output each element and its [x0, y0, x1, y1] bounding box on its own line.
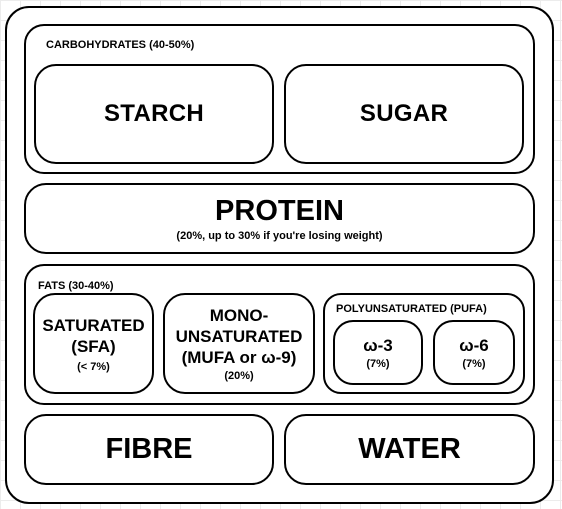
saturated-label-line1: SATURATED [42, 315, 145, 335]
polyunsaturated-title: POLYUNSATURATED (PUFA) [336, 303, 487, 315]
protein-box: PROTEIN (20%, up to 30% if you're losing… [24, 183, 535, 254]
mono-label-line1: MONO- [209, 306, 269, 325]
omega-3-label: ω-3 [363, 336, 393, 355]
sugar-label: SUGAR [359, 100, 449, 127]
sugar-box: SUGAR [284, 64, 524, 164]
omega-3-note: (7%) [366, 358, 390, 370]
starch-label: STARCH [103, 100, 204, 127]
saturated-box: SATURATED (SFA) (< 7%) [33, 293, 154, 394]
omega-3-box: ω-3 (7%) [333, 320, 423, 385]
water-box: WATER [284, 414, 535, 485]
carbohydrates-title: CARBOHYDRATES (40-50%) [46, 39, 195, 51]
monounsaturated-box: MONO- UNSATURATED (MUFA or ω-9) (20%) [163, 293, 315, 394]
protein-label: PROTEIN [215, 195, 344, 227]
fibre-box: FIBRE [24, 414, 274, 485]
water-label: WATER [358, 433, 461, 465]
starch-box: STARCH [34, 64, 274, 164]
mono-label-line3: (MUFA or ω-9) [181, 348, 297, 367]
fibre-label: FIBRE [105, 433, 193, 465]
mono-note: (20%) [224, 370, 254, 382]
saturated-note: (< 7%) [77, 360, 110, 373]
omega-6-note: (7%) [462, 358, 486, 370]
omega-6-label: ω-6 [459, 336, 489, 355]
mono-label-line2: UNSATURATED [175, 327, 303, 346]
protein-note: (20%, up to 30% if you're losing weight) [176, 230, 383, 242]
saturated-label-line2: (SFA) [71, 336, 116, 356]
omega-6-box: ω-6 (7%) [433, 320, 515, 385]
fats-title: FATS (30-40%) [38, 280, 114, 292]
